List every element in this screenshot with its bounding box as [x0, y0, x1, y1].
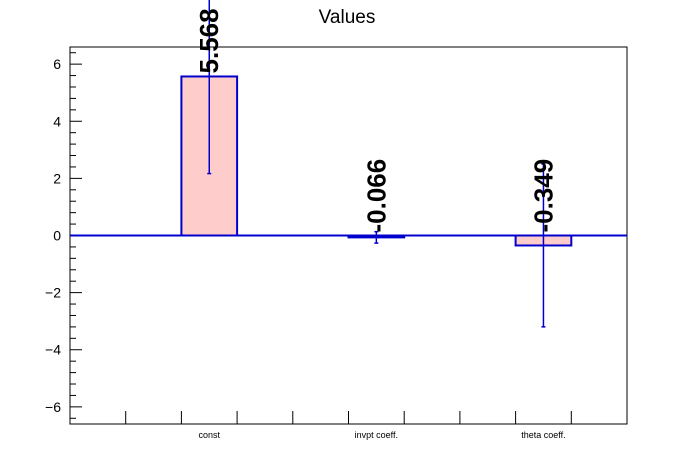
y-tick-label: 6: [53, 56, 61, 72]
y-tick-label: −2: [45, 285, 61, 301]
y-tick-label: −4: [45, 342, 61, 358]
x-category-label: theta coeff.: [521, 430, 565, 440]
chart-title: Values: [319, 7, 376, 28]
data-label: -0.349: [528, 159, 558, 233]
y-tick-label: 2: [53, 170, 61, 186]
axis-ticks: −6 −4 −2 0 2 4 6 const invpt coeff. theta coeff.: [45, 52, 572, 440]
data-label: -0.066: [361, 159, 391, 233]
data-label: 5.568: [194, 8, 224, 73]
labels: 5.568 -0.066 -0.349: [194, 8, 558, 232]
y-tick-label: 0: [53, 228, 61, 244]
x-category-label: const: [198, 430, 220, 440]
x-category-label: invpt coeff.: [355, 430, 398, 440]
y-tick-label: 4: [53, 113, 61, 129]
y-tick-label: −6: [45, 399, 61, 415]
error-bars: [207, 0, 546, 328]
